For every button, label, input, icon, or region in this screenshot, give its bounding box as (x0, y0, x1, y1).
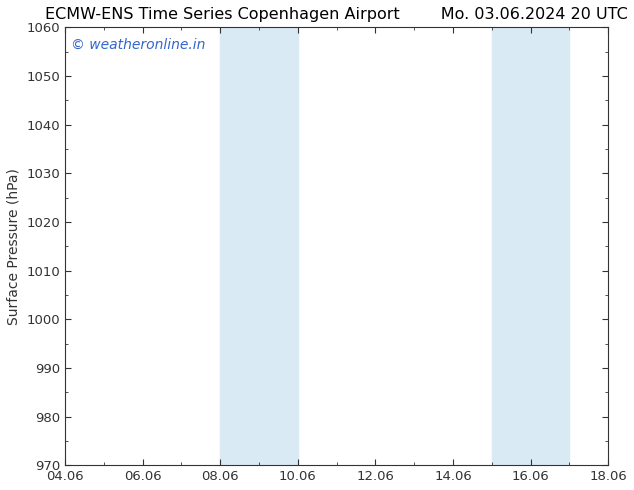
Bar (220, 27, 298, 465)
Title: ECMW-ENS Time Series Copenhagen Airport        Mo. 03.06.2024 20 UTC: ECMW-ENS Time Series Copenhagen Airport … (45, 7, 628, 22)
Y-axis label: Surface Pressure (hPa): Surface Pressure (hPa) (7, 168, 21, 325)
Text: © weatheronline.in: © weatheronline.in (70, 38, 205, 52)
Bar (492, 27, 569, 465)
